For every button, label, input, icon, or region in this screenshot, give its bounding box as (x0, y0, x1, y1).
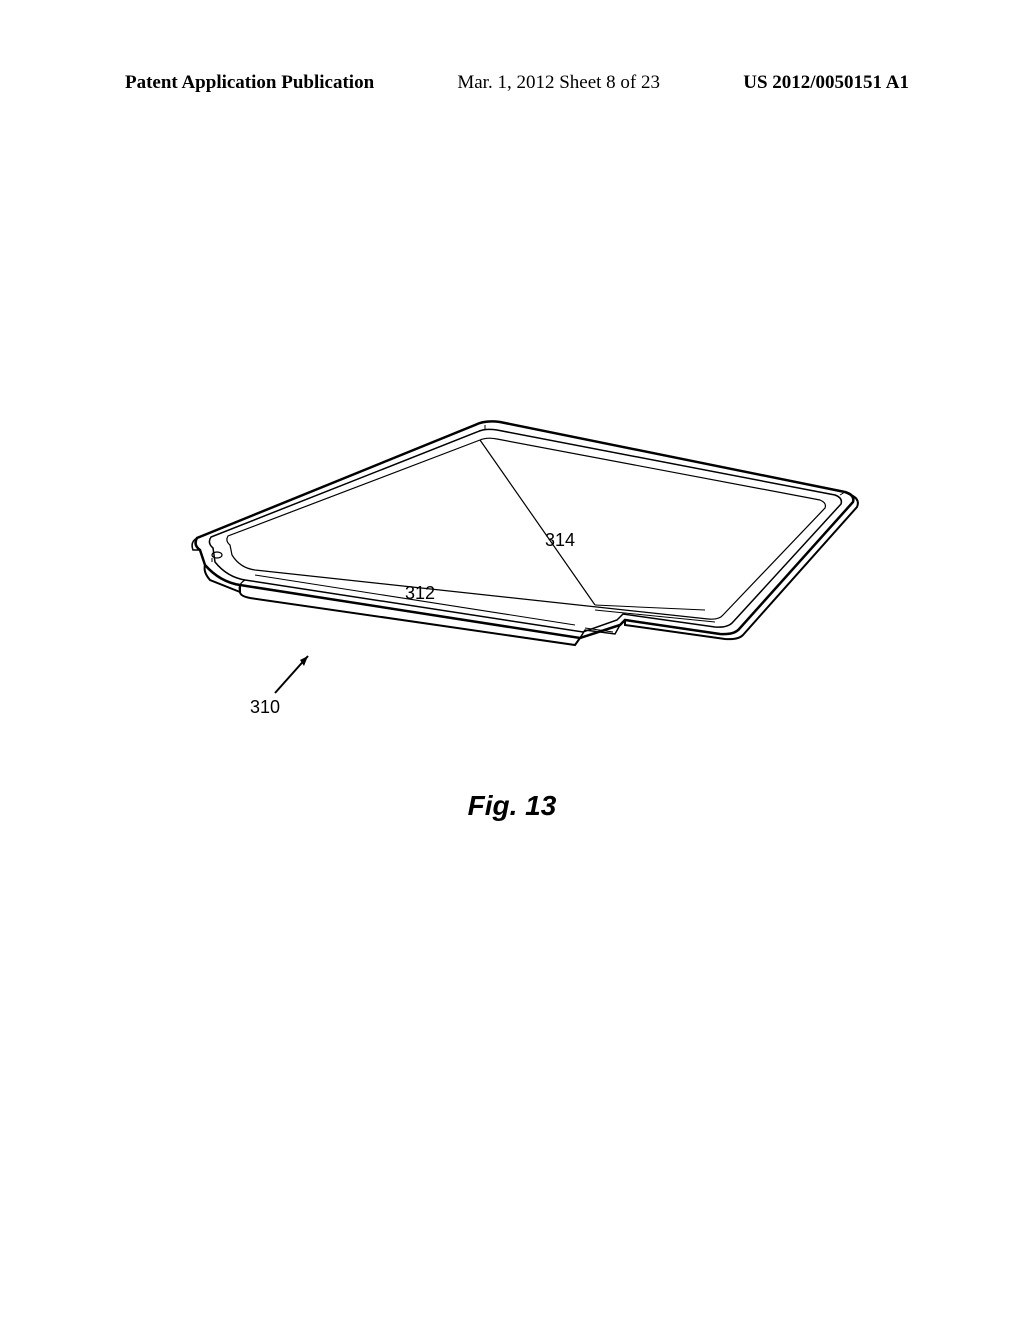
header-publication: Patent Application Publication (125, 72, 374, 94)
header-sheet-info: Mar. 1, 2012 Sheet 8 of 23 (457, 72, 660, 94)
reference-number-312: 312 (405, 583, 435, 604)
figure-13-drawing (145, 410, 870, 730)
page-header: Patent Application Publication Mar. 1, 2… (0, 72, 1024, 94)
figure-caption: Fig. 13 (0, 790, 1024, 822)
reference-arrow-310 (270, 648, 320, 703)
reference-number-314: 314 (545, 530, 575, 551)
reference-number-310: 310 (250, 697, 280, 718)
header-patent-number: US 2012/0050151 A1 (743, 72, 909, 94)
